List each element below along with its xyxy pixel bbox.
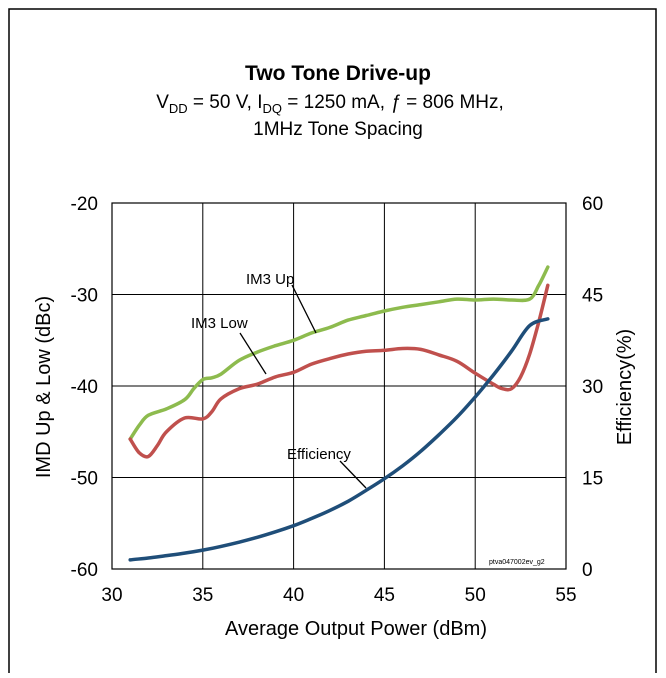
y-tick-label-right: 30 (582, 377, 603, 398)
chart-subtitle-line1: VDD = 50 V, IDQ = 1250 mA, ƒ = 806 MHz, (156, 92, 504, 116)
figure-border (8, 8, 657, 673)
x-tick-label: 50 (465, 585, 486, 606)
x-axis-label: Average Output Power (dBm) (225, 618, 487, 640)
y-tick-label-right: 60 (582, 194, 603, 215)
subtitle-mid2: = 1250 mA, (282, 92, 390, 113)
chart-subtitle-line2: 1MHz Tone Spacing (253, 119, 423, 140)
y-tick-label-left: -30 (71, 286, 98, 307)
axes (111, 202, 567, 570)
series-line-im3-low (128, 283, 550, 459)
series-lines (128, 265, 550, 562)
x-tick-label: 55 (555, 585, 576, 606)
subtitle-f: ƒ (390, 92, 401, 113)
x-tick-label: 35 (192, 585, 213, 606)
annotation-efficiency: Efficiency (287, 446, 351, 463)
plot-area-frame (111, 202, 567, 570)
figure-code: ptva047002ev_g2 (489, 559, 545, 566)
y-tick-label-left: -60 (71, 560, 98, 581)
y-axis-label-left: IMD Up & Low (dBc) (33, 296, 55, 478)
y-tick-label-left: -20 (71, 194, 98, 215)
y-tick-label-right: 45 (582, 286, 603, 307)
series-line-efficiency (128, 317, 550, 562)
annotation-im3-low: IM3 Low (191, 315, 248, 332)
annotation-leader-efficiency (339, 460, 367, 489)
x-tick-label: 30 (101, 585, 122, 606)
tick-labels: 30 35 40 45 50 55 -60 -50 -40 -30 -20 0 15 30 45 60 (71, 194, 604, 606)
y-tick-label-left: -50 (71, 469, 98, 490)
annotation-leader-im3-low (239, 332, 267, 375)
x-tick-label: 45 (374, 585, 395, 606)
series-line-im3-up (128, 265, 550, 441)
subtitle-v-sub: DD (169, 101, 188, 116)
x-tick-label: 40 (283, 585, 304, 606)
subtitle-v: V (156, 92, 169, 113)
y-tick-label-right: 0 (582, 560, 593, 581)
y-axis-label-right: Efficiency(%) (614, 329, 636, 445)
subtitle-mid1: = 50 V, I (188, 92, 263, 113)
y-tick-label-left: -40 (71, 377, 98, 398)
annotation-leader-im3-up (291, 284, 317, 334)
chart-title: Two Tone Drive-up (245, 62, 431, 85)
annotation-im3-up: IM3 Up (246, 271, 294, 288)
subtitle-i-sub: DQ (263, 101, 283, 116)
grid (112, 203, 566, 569)
subtitle-end: = 806 MHz, (401, 92, 504, 113)
y-tick-label-right: 15 (582, 469, 603, 490)
